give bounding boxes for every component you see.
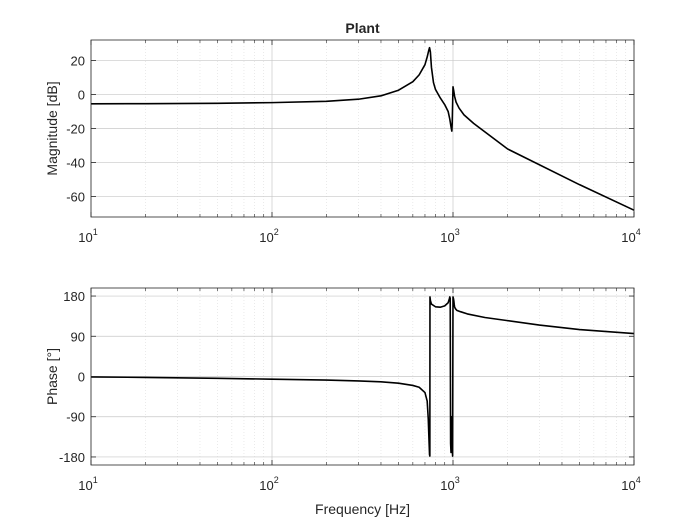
x-tick-label: 104: [621, 227, 640, 245]
x-tick-exponent: 1: [93, 475, 98, 485]
series-line: [90, 46, 635, 211]
x-tick-label: 103: [440, 475, 459, 493]
y-tick-label: -180: [59, 450, 85, 465]
x-tick-base: 10: [621, 230, 635, 245]
y-tick-label: 90: [71, 329, 85, 344]
magnitude-data: [90, 46, 635, 211]
x-tick-base: 10: [259, 478, 273, 493]
phase-y-axis-label: Phase [°]: [44, 348, 60, 405]
x-tick-exponent: 4: [636, 227, 641, 237]
x-tick-base: 10: [78, 478, 92, 493]
x-tick-exponent: 3: [455, 475, 460, 485]
x-tick-label: 102: [259, 227, 278, 245]
chart-title: Plant: [345, 20, 380, 36]
y-tick-label: 0: [78, 87, 85, 102]
y-tick-label: -20: [66, 122, 85, 137]
y-tick-label: 180: [63, 289, 85, 304]
y-tick-label: 20: [71, 53, 85, 68]
x-tick-exponent: 3: [455, 227, 460, 237]
x-tick-base: 10: [440, 230, 454, 245]
x-tick-exponent: 4: [636, 475, 641, 485]
y-tick-label: -60: [66, 190, 85, 205]
y-tick-label: 0: [78, 370, 85, 385]
magnitude-y-axis-label: Magnitude [dB]: [44, 81, 60, 175]
x-tick-label: 104: [621, 475, 640, 493]
x-tick-label: 103: [440, 227, 459, 245]
x-tick-label: 101: [78, 227, 97, 245]
series-line: [90, 296, 635, 457]
x-tick-exponent: 1: [93, 227, 98, 237]
y-tick-label: -90: [66, 410, 85, 425]
x-tick-base: 10: [78, 230, 92, 245]
x-tick-exponent: 2: [274, 475, 279, 485]
y-tick-label: -40: [66, 156, 85, 171]
x-tick-exponent: 2: [274, 227, 279, 237]
x-tick-label: 101: [78, 475, 97, 493]
x-tick-base: 10: [440, 478, 454, 493]
frequency-x-axis-label: Frequency [Hz]: [315, 501, 410, 517]
x-tick-base: 10: [259, 230, 273, 245]
x-tick-label: 102: [259, 475, 278, 493]
phase-data: [90, 296, 635, 457]
x-tick-base: 10: [621, 478, 635, 493]
